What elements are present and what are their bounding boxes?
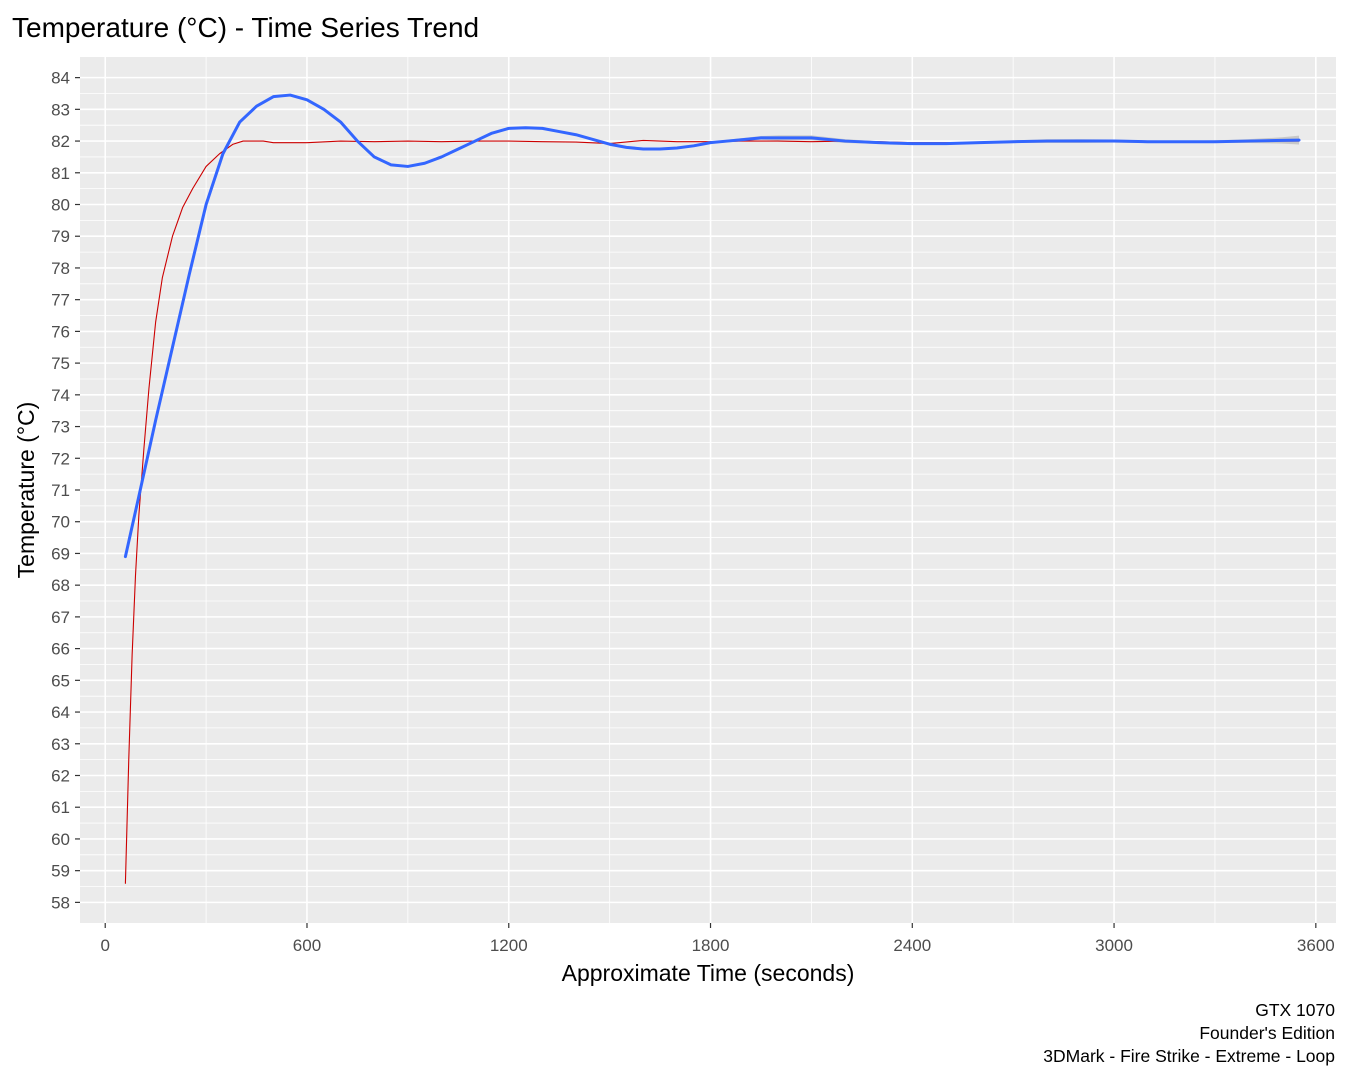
y-tick-label: 65 [51,671,70,690]
y-tick-label: 79 [51,227,70,246]
y-tick-label: 84 [51,69,70,88]
y-tick-label: 67 [51,608,70,627]
y-tick-label: 60 [51,830,70,849]
series-lines [123,93,1301,884]
y-tick-label: 76 [51,322,70,341]
y-tick-label: 77 [51,291,70,310]
x-tick-label: 3000 [1095,936,1133,955]
y-tick-label: 69 [51,544,70,563]
y-tick-label: 61 [51,798,70,817]
x-tick-label: 3600 [1297,936,1335,955]
smooth-trend-line [123,93,1301,559]
y-axis-ticks: 58 59 60 61 62 63 64 65 66 67 68 69 70 71 72 73 74 75 76 77… [51,69,80,912]
minor-gridlines [80,57,1336,923]
y-tick-label: 78 [51,259,70,278]
y-tick-label: 72 [51,449,70,468]
y-tick-label: 70 [51,513,70,532]
y-tick-label: 63 [51,735,70,754]
y-tick-label: 66 [51,640,70,659]
x-tick-label: 600 [293,936,321,955]
x-tick-label: 1800 [692,936,730,955]
y-tick-label: 80 [51,196,70,215]
x-tick-label: 0 [100,936,109,955]
x-tick-label: 1200 [490,936,528,955]
y-tick-label: 83 [51,100,70,119]
x-axis-title: Approximate Time (seconds) [562,960,855,986]
y-tick-label: 68 [51,576,70,595]
y-tick-label: 58 [51,893,70,912]
y-tick-label: 62 [51,766,70,785]
caption-line-3: 3DMark - Fire Strike - Extreme - Loop [1043,1046,1335,1066]
x-tick-label: 2400 [893,936,931,955]
caption-line-1: GTX 1070 [1255,1000,1335,1020]
y-tick-label: 64 [51,703,70,722]
y-tick-label: 59 [51,862,70,881]
y-tick-label: 75 [51,354,70,373]
chart-title: Temperature (°C) - Time Series Trend [12,12,479,43]
y-tick-label: 81 [51,164,70,183]
y-tick-label: 73 [51,418,70,437]
major-gridlines [80,57,1336,923]
y-axis-title: Temperature (°C) [13,402,39,579]
x-axis-ticks: 0 600 1200 1800 2400 3000 3600 [100,923,1335,955]
y-tick-label: 71 [51,481,70,500]
y-tick-label: 82 [51,132,70,151]
caption-line-2: Founder's Edition [1199,1023,1335,1043]
y-tick-label: 74 [51,386,70,405]
